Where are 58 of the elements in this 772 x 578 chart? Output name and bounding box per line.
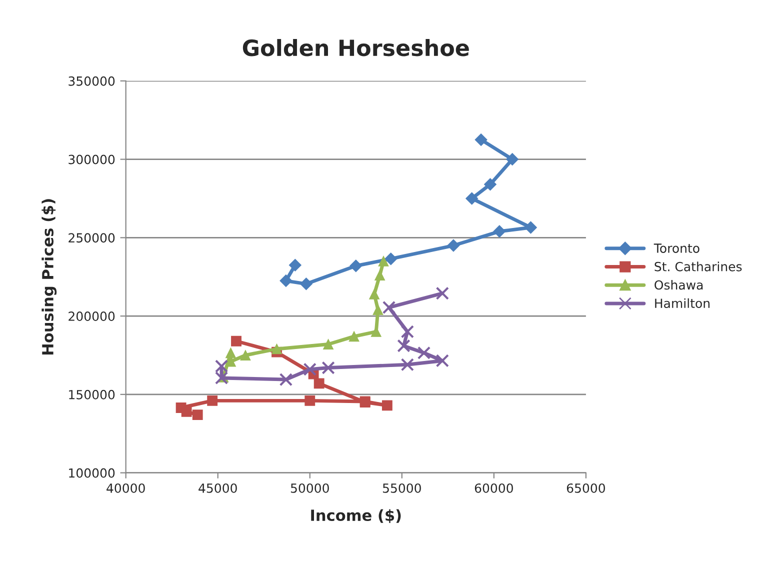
point bbox=[304, 395, 316, 406]
x-axis-title: Income ($) bbox=[311, 509, 401, 524]
point bbox=[400, 325, 414, 338]
point bbox=[231, 336, 242, 346]
point bbox=[372, 304, 384, 315]
chart-title: Golden Horseshoe bbox=[242, 39, 469, 56]
y-tick-label: 200000 bbox=[68, 312, 115, 321]
point bbox=[348, 331, 360, 342]
point bbox=[382, 300, 396, 314]
point bbox=[400, 358, 414, 372]
point bbox=[506, 153, 519, 166]
point bbox=[279, 372, 293, 386]
point bbox=[374, 270, 386, 281]
point bbox=[378, 256, 389, 266]
y-axis-title: Housing Prices ($) bbox=[42, 199, 57, 354]
point bbox=[192, 410, 203, 420]
y-tick-label: 250000 bbox=[68, 233, 115, 243]
y-tick-label: 300000 bbox=[68, 154, 115, 164]
point bbox=[436, 286, 449, 300]
point bbox=[484, 178, 496, 191]
point bbox=[474, 133, 488, 146]
y-tick-label: 100000 bbox=[69, 468, 115, 478]
point bbox=[226, 348, 236, 358]
point bbox=[369, 288, 380, 300]
point bbox=[447, 239, 460, 252]
point bbox=[384, 252, 398, 266]
point bbox=[397, 339, 410, 352]
point bbox=[207, 395, 218, 406]
point bbox=[493, 225, 506, 238]
point bbox=[214, 371, 228, 385]
point bbox=[280, 274, 292, 288]
point bbox=[240, 350, 251, 360]
y-tick-label: 350000 bbox=[68, 76, 115, 86]
point bbox=[272, 344, 282, 354]
x-tick-label: 45000 bbox=[198, 483, 237, 493]
point bbox=[181, 406, 192, 417]
point bbox=[300, 278, 312, 290]
point bbox=[323, 339, 334, 350]
point bbox=[288, 258, 302, 272]
point bbox=[214, 360, 228, 373]
point bbox=[314, 378, 324, 389]
x-tick-label: 40000 bbox=[106, 483, 145, 493]
x-tick-label: 65000 bbox=[566, 483, 605, 493]
point bbox=[436, 354, 449, 368]
point bbox=[303, 362, 316, 376]
x-tick-label: 60000 bbox=[474, 483, 513, 493]
point bbox=[350, 260, 362, 272]
x-tick-label: 50000 bbox=[290, 483, 329, 493]
legend-label: Toronto bbox=[654, 244, 700, 253]
legend-label: St. Catharines bbox=[654, 262, 742, 272]
x-tick-label: 55000 bbox=[382, 483, 421, 493]
point bbox=[417, 346, 431, 360]
legend-label: Hamilton bbox=[655, 298, 710, 308]
y-tick-label: 150000 bbox=[69, 390, 115, 400]
legend-label: Oshawa bbox=[654, 280, 703, 290]
point bbox=[466, 192, 478, 205]
point bbox=[322, 361, 335, 374]
point bbox=[382, 400, 392, 411]
